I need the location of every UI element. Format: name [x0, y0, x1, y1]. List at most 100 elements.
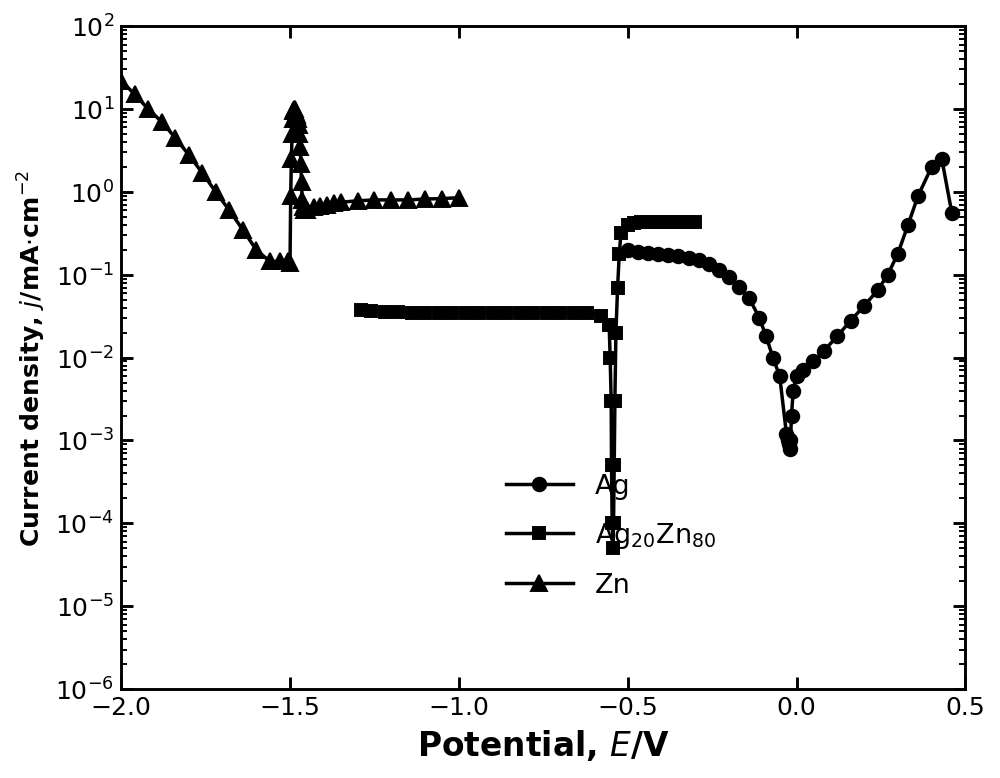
Ag — [784, 436, 796, 445]
Ag$_{20}$Zn$_{80}$ — [567, 308, 579, 317]
Ag — [891, 249, 903, 258]
Ag — [780, 429, 792, 439]
Ag — [773, 372, 785, 381]
Ag$_{20}$Zn$_{80}$ — [446, 308, 458, 317]
Zn — [291, 113, 303, 122]
Ag — [790, 372, 802, 381]
Ag$_{20}$Zn$_{80}$ — [365, 306, 377, 315]
Ag — [945, 209, 957, 219]
Zn — [250, 245, 262, 254]
Zn — [289, 107, 301, 116]
Ag$_{20}$Zn$_{80}$ — [419, 308, 431, 317]
Ag — [817, 347, 829, 356]
Ag$_{20}$Zn$_{80}$ — [608, 397, 620, 406]
Ag$_{20}$Zn$_{80}$ — [405, 308, 417, 317]
Zn — [297, 206, 309, 216]
Y-axis label: Current density, $j$/mA$\cdot$cm$^{-2}$: Current density, $j$/mA$\cdot$cm$^{-2}$ — [15, 170, 48, 546]
Zn — [290, 108, 302, 117]
Ag — [621, 245, 633, 254]
Legend: Ag, Ag$_{20}$Zn$_{80}$, Zn: Ag, Ag$_{20}$Zn$_{80}$, Zn — [494, 463, 726, 609]
Zn — [295, 178, 307, 187]
Ag$_{20}$Zn$_{80}$ — [500, 308, 512, 317]
Zn — [291, 110, 303, 120]
Zn — [285, 155, 297, 164]
Ag — [662, 251, 674, 260]
Ag$_{20}$Zn$_{80}$ — [648, 218, 660, 227]
Ag — [830, 332, 842, 342]
Ag — [787, 386, 799, 395]
Ag — [682, 254, 694, 263]
Ag$_{20}$Zn$_{80}$ — [689, 218, 701, 227]
Ag$_{20}$Zn$_{80}$ — [378, 307, 390, 317]
Ag — [925, 163, 937, 172]
Zn — [142, 105, 154, 114]
Zn — [296, 195, 308, 205]
Zn — [295, 159, 307, 169]
Ag — [901, 220, 913, 230]
Line: Ag$_{20}$Zn$_{80}$: Ag$_{20}$Zn$_{80}$ — [355, 217, 700, 554]
Ag — [641, 248, 653, 258]
Zn — [210, 187, 222, 197]
Zn — [289, 105, 301, 114]
Zn — [301, 206, 313, 216]
Ag — [781, 436, 793, 445]
Zn — [196, 168, 208, 177]
Zn — [314, 202, 326, 211]
Ag — [844, 316, 856, 325]
Ag$_{20}$Zn$_{80}$ — [675, 218, 687, 227]
Zn — [129, 90, 141, 100]
Ag$_{20}$Zn$_{80}$ — [603, 321, 615, 330]
Ag$_{20}$Zn$_{80}$ — [473, 308, 485, 317]
Ag — [881, 270, 893, 279]
Ag — [785, 411, 797, 420]
Ag$_{20}$Zn$_{80}$ — [604, 353, 616, 363]
Zn — [351, 197, 363, 206]
Zn — [368, 195, 380, 205]
Zn — [328, 199, 340, 209]
Ag$_{20}$Zn$_{80}$ — [682, 218, 694, 227]
Zn — [321, 201, 333, 210]
Ag — [760, 332, 772, 342]
Ag — [712, 265, 724, 275]
Zn — [115, 76, 127, 86]
Ag$_{20}$Zn$_{80}$ — [594, 311, 606, 321]
Ag$_{20}$Zn$_{80}$ — [606, 544, 618, 553]
Zn — [297, 203, 309, 212]
Ag$_{20}$Zn$_{80}$ — [554, 308, 566, 317]
Ag — [631, 247, 643, 257]
Ag — [783, 444, 795, 454]
Ag$_{20}$Zn$_{80}$ — [432, 308, 444, 317]
Ag — [753, 314, 765, 323]
Zn — [183, 150, 195, 159]
Ag$_{20}$Zn$_{80}$ — [662, 218, 674, 227]
Zn — [288, 105, 300, 114]
Ag$_{20}$Zn$_{80}$ — [609, 328, 621, 338]
Ag — [857, 302, 869, 311]
Zn — [156, 117, 168, 127]
Zn — [282, 257, 294, 266]
Ag — [652, 249, 664, 258]
Zn — [402, 195, 414, 205]
Zn — [292, 115, 304, 124]
Ag$_{20}$Zn$_{80}$ — [608, 461, 620, 470]
Ag$_{20}$Zn$_{80}$ — [605, 461, 617, 470]
Ag — [692, 256, 704, 265]
Zn — [286, 115, 298, 124]
Ag — [871, 286, 883, 295]
Zn — [419, 194, 431, 204]
Zn — [284, 191, 296, 201]
Ag — [797, 366, 809, 375]
Zn — [334, 198, 346, 207]
Ag$_{20}$Zn$_{80}$ — [641, 218, 653, 227]
Ag — [702, 260, 714, 269]
Line: Zn: Zn — [113, 73, 466, 271]
Ag$_{20}$Zn$_{80}$ — [459, 308, 471, 317]
Zn — [169, 133, 181, 142]
Ag$_{20}$Zn$_{80}$ — [606, 519, 618, 528]
Ag$_{20}$Zn$_{80}$ — [607, 519, 619, 528]
Ag$_{20}$Zn$_{80}$ — [611, 283, 623, 293]
Ag$_{20}$Zn$_{80}$ — [613, 249, 625, 258]
Ag$_{20}$Zn$_{80}$ — [392, 307, 404, 317]
Zn — [284, 258, 296, 268]
Ag$_{20}$Zn$_{80}$ — [513, 308, 525, 317]
